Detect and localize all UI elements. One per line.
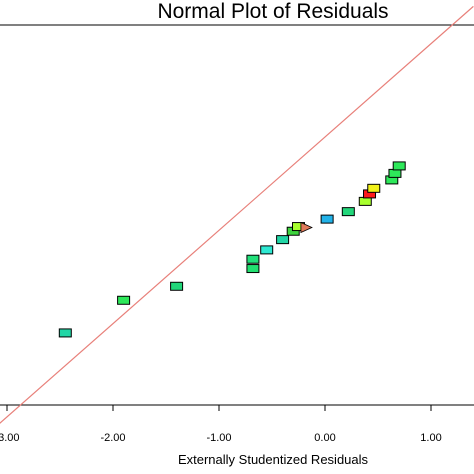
reference-line [0,5,474,424]
data-point-marker [260,245,274,255]
data-point-marker [300,221,313,234]
x-tick-label: -2.00 [100,432,125,444]
x-tick-label: 0.00 [314,432,335,444]
data-point-marker [358,196,372,206]
x-axis-label: Externally Studentized Residuals [178,452,369,467]
data-point-marker [170,281,184,291]
data-point-marker [392,161,406,171]
reference-line-layer [0,5,474,424]
x-tick-label: 1.00 [420,432,441,444]
x-ticks-layer: -3.00 -2.00 -1.00 0.00 1.00 [0,405,442,444]
data-point-marker [246,264,260,274]
data-point-marker [320,214,334,224]
data-points-layer [58,161,406,338]
data-point-marker [117,295,131,305]
data-point-marker [388,168,402,178]
chart-title: Normal Plot of Residuals [157,0,388,23]
data-point-marker [341,207,355,217]
x-tick-label: -1.00 [206,432,231,444]
data-point-marker [58,328,72,338]
data-point-marker [276,235,290,245]
data-point-marker [367,183,381,193]
x-tick-label: -3.00 [0,432,20,444]
data-point-marker [246,254,260,264]
